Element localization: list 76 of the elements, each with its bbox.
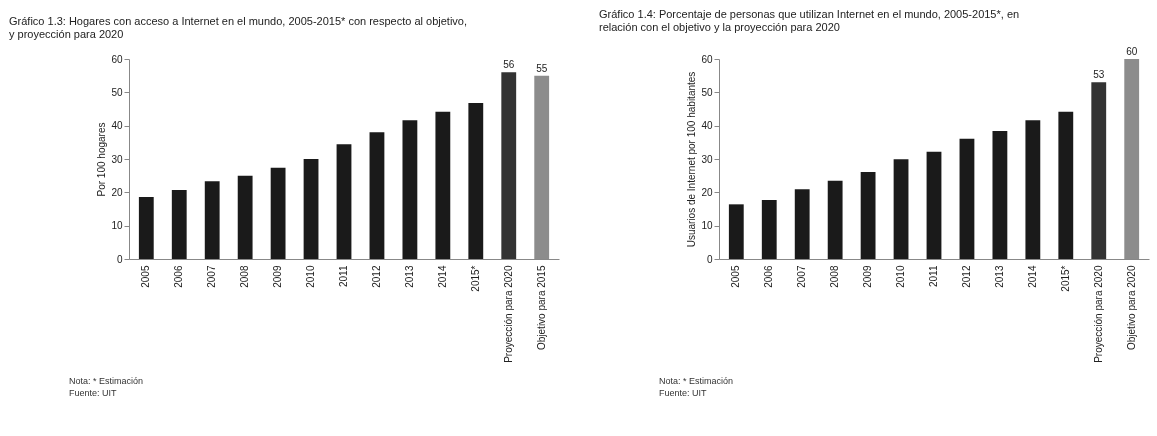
y-tick-label: 60 — [111, 53, 123, 65]
x-tick-label: 2011 — [928, 265, 939, 288]
bar — [336, 144, 352, 259]
bar — [860, 172, 876, 259]
bar — [1058, 111, 1074, 259]
bar — [468, 103, 484, 259]
y-tick-label: 20 — [111, 186, 123, 198]
x-tick-label: 2011 — [338, 265, 349, 288]
y-axis-title: Usuarios de Internet por 100 habitantes — [686, 71, 698, 248]
y-tick-label: 30 — [111, 153, 123, 165]
data-label: 55 — [536, 62, 548, 74]
x-tick-label: 2005 — [140, 265, 152, 288]
x-tick-label: 2008 — [829, 265, 841, 288]
x-tick-label: 2012 — [960, 265, 972, 288]
y-tick-label: 40 — [111, 120, 123, 132]
x-tick-label: Objetivo para 2020 — [1125, 265, 1137, 351]
x-tick-label: 2015* — [469, 265, 481, 292]
x-tick-label: 2009 — [862, 265, 874, 288]
y-tick-label: 30 — [701, 153, 713, 165]
text: Nota: * Estimación — [69, 376, 144, 386]
bar — [794, 189, 810, 259]
x-tick-label: Objetivo para 2015 — [535, 265, 547, 351]
y-tick-label: 40 — [701, 120, 713, 132]
bar — [1091, 82, 1107, 259]
bar — [402, 120, 418, 259]
x-tick-label: 2008 — [239, 265, 251, 288]
y-tick-label: 60 — [701, 53, 713, 65]
x-tick-label: Proyección para 2020 — [502, 265, 514, 363]
source-note: Fuente: UIT — [69, 388, 118, 398]
x-tick-label: 2005 — [730, 265, 742, 288]
bar — [303, 159, 319, 259]
y-tick-label: 50 — [111, 86, 123, 98]
y-axis-title: Por 100 hogares — [96, 122, 108, 197]
y-tick-label: 20 — [701, 186, 713, 198]
bar — [204, 181, 220, 259]
x-tick-label: 2007 — [796, 265, 808, 288]
x-tick-label: 2006 — [173, 265, 185, 288]
bar — [270, 167, 286, 259]
y-tick-label: 0 — [706, 253, 713, 265]
chart-title: Gráfico 1.4: Porcentaje de personas que utilizan Internet en el mundo, 2005-2015*, en relación con el objetivo y la proyección para 2020 — [599, 8, 1020, 33]
source-note: Fuente: UIT — [659, 388, 708, 398]
bar — [171, 190, 187, 259]
x-tick-label: 2007 — [206, 265, 218, 288]
bar — [926, 151, 942, 259]
x-tick-label: 2014 — [436, 265, 448, 288]
bar — [138, 197, 154, 259]
x-tick-label: Proyección para 2020 — [1092, 265, 1104, 363]
bar — [761, 200, 777, 259]
chart-title: Gráfico 1.3: Hogares con acceso a Internet en el mundo, 2005-2015* con respecto al objetivo, y proyección para 2020 — [9, 15, 468, 40]
bar — [827, 180, 843, 259]
x-tick-label: 2013 — [993, 265, 1005, 288]
x-tick-label: 2010 — [305, 265, 317, 288]
y-tick-label: 50 — [701, 86, 713, 98]
x-tick-label: 2013 — [403, 265, 415, 288]
text: Nota: * Estimación — [659, 376, 734, 386]
bar — [959, 138, 975, 259]
bar — [237, 175, 253, 259]
y-tick-label: 10 — [701, 220, 713, 232]
bar — [893, 159, 909, 259]
x-tick-label: 2014 — [1026, 265, 1038, 288]
x-tick-label: 2012 — [370, 265, 382, 288]
y-tick-label: 0 — [116, 253, 123, 265]
x-tick-label: 2010 — [895, 265, 907, 288]
bar — [1025, 120, 1041, 259]
x-tick-label: 2009 — [272, 265, 284, 288]
data-label: 53 — [1093, 69, 1105, 81]
data-label: 60 — [1126, 46, 1138, 57]
x-tick-label: 2015* — [1059, 265, 1071, 292]
data-label: 56 — [503, 59, 515, 71]
bar — [992, 131, 1008, 259]
bar — [435, 111, 451, 259]
bar — [501, 72, 517, 259]
x-tick-label: 2006 — [763, 265, 775, 288]
bar — [728, 204, 744, 259]
y-tick-label: 10 — [111, 220, 123, 232]
bar — [369, 132, 385, 259]
